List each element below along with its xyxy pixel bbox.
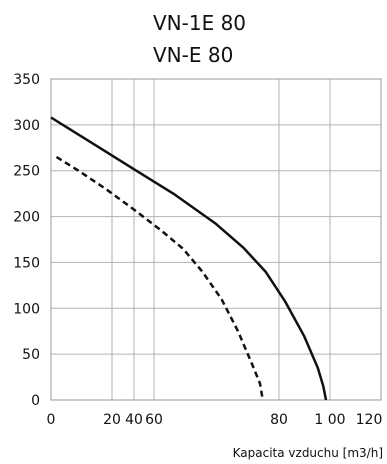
chart-title-line-1: VN-1E 80 [153, 11, 246, 35]
y-tick-label-250: 250 [13, 164, 40, 180]
chart-title-line-2: VN-E 80 [153, 43, 233, 67]
y-axis-tick-labels: 0 50 100 150 200 250 300 350 [13, 72, 40, 409]
series-group [50, 116, 328, 401]
y-tick-label-0: 0 [31, 393, 40, 409]
y-tick-label-100: 100 [13, 301, 40, 317]
x-tick-label-120: 120 [356, 412, 383, 428]
x-tick-label-80: 80 [270, 412, 288, 428]
x-tick-label-60: 60 [145, 412, 163, 428]
x-axis-tick-labels: 0 20 40 60 80 1 00 120 [47, 412, 383, 428]
plot-frame [50, 78, 382, 401]
grid [51, 78, 381, 401]
x-tick-label-100: 1 00 [314, 412, 345, 428]
x-tick-label-40: 40 [125, 412, 143, 428]
series-line-solid [50, 116, 328, 401]
y-tick-label-50: 50 [22, 347, 40, 363]
x-axis-label: Kapacita vzduchu [m3/h] [233, 446, 383, 460]
x-tick-label-0: 0 [47, 412, 56, 428]
x-tick-label-20: 20 [103, 412, 121, 428]
y-tick-label-150: 150 [13, 255, 40, 271]
y-tick-label-350: 350 [13, 72, 40, 88]
series-line-dashed [55, 155, 265, 401]
y-tick-label-200: 200 [13, 210, 40, 226]
y-tick-label-300: 300 [13, 118, 40, 134]
